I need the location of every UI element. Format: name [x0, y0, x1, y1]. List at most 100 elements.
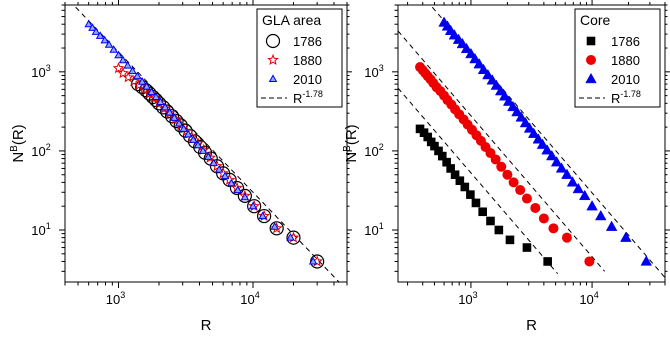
data-point: [170, 113, 179, 121]
y-axis-label: NB(R): [342, 124, 360, 162]
y-axis-label: NB(R): [9, 124, 27, 162]
data-point: [578, 189, 591, 201]
legend-marker: [268, 74, 278, 83]
data-point: [478, 207, 487, 217]
data-point: [237, 188, 252, 203]
data-point: [521, 193, 532, 204]
axis-ticks: [392, 0, 670, 288]
data-point: [229, 180, 245, 196]
data-point: [240, 192, 250, 201]
data-point: [165, 107, 174, 116]
plot-frame: [64, 4, 348, 283]
data-point: [550, 156, 563, 167]
data-point: [88, 23, 97, 31]
data-point: [173, 118, 188, 133]
legend-marker: [267, 53, 279, 65]
data-point: [586, 200, 598, 211]
x-axis-label: R: [201, 317, 212, 334]
data-point: [151, 92, 161, 101]
y-tick-label: 103: [364, 63, 383, 80]
data-point: [109, 45, 118, 53]
data-point: [437, 151, 447, 161]
data-point: [523, 122, 536, 133]
data-point: [446, 164, 455, 173]
data-point: [247, 199, 262, 214]
data-point: [546, 149, 558, 161]
data-point: [198, 146, 208, 154]
legend-label: R-1.78: [611, 89, 641, 106]
data-point: [286, 230, 301, 245]
legend-label: 1880: [293, 53, 322, 68]
data-point: [473, 58, 485, 69]
legend-label: 2010: [611, 72, 640, 87]
panel-1: 103 104 101 102 103 R NB(R) GLA area 1786 1880 201…: [9, 0, 352, 334]
y-tick-label: 102: [31, 142, 50, 159]
data-point: [455, 176, 465, 186]
y-tick-label: 102: [364, 142, 383, 159]
data-point: [490, 154, 501, 165]
data-point: [169, 114, 184, 129]
data-point: [179, 124, 188, 132]
data-point: [147, 87, 156, 96]
data-point: [532, 133, 545, 144]
data-point: [123, 60, 132, 69]
data-point: [620, 231, 632, 242]
data-point: [269, 221, 284, 236]
legend-label: 1786: [293, 34, 322, 49]
y-tick-label: 103: [31, 63, 50, 80]
legend-label: 2010: [293, 72, 322, 87]
data-point: [128, 66, 137, 75]
data-point: [95, 31, 105, 39]
y-tick-label: 101: [364, 221, 383, 238]
data-point: [137, 77, 147, 85]
data-point: [434, 146, 443, 156]
data-point: [112, 62, 125, 74]
data-point: [258, 211, 267, 220]
legend-marker: [586, 55, 596, 65]
data-point: [133, 71, 142, 80]
data-point: [584, 256, 595, 267]
data-point: [486, 74, 499, 85]
data-point: [519, 116, 532, 128]
data-point: [158, 102, 171, 114]
data-point: [100, 35, 110, 44]
data-point: [515, 185, 526, 196]
legend-label: R-1.78: [293, 89, 323, 106]
data-point: [450, 170, 460, 180]
data-point: [466, 190, 475, 199]
data-point: [541, 144, 553, 155]
data-point: [189, 135, 198, 143]
plot-area: [75, 6, 340, 282]
legend-marker: [265, 33, 281, 49]
data-point: [494, 225, 504, 235]
data-point: [156, 97, 165, 106]
data-point: [270, 222, 279, 230]
series-1786: [415, 124, 552, 266]
fit-line: [398, 30, 606, 272]
data-point: [477, 63, 490, 74]
data-point: [142, 82, 151, 90]
data-point: [286, 233, 295, 241]
data-point: [527, 127, 540, 138]
legend-label: 1786: [611, 34, 640, 49]
series-2010: [84, 19, 318, 265]
x-tick-label: 103: [106, 290, 125, 307]
data-point: [209, 158, 218, 167]
data-point: [160, 102, 170, 111]
data-point: [220, 171, 230, 180]
data-point: [257, 208, 272, 224]
data-point: [508, 177, 519, 188]
legend-title: GLA area: [262, 12, 321, 28]
data-point: [507, 100, 519, 112]
data-point: [640, 255, 652, 266]
data-point: [496, 161, 507, 172]
legend-box: [256, 8, 343, 108]
data-point: [605, 220, 618, 231]
data-point: [164, 109, 180, 124]
data-point: [183, 129, 193, 138]
data-point: [174, 118, 184, 127]
data-point: [442, 157, 451, 167]
data-point: [543, 257, 552, 266]
